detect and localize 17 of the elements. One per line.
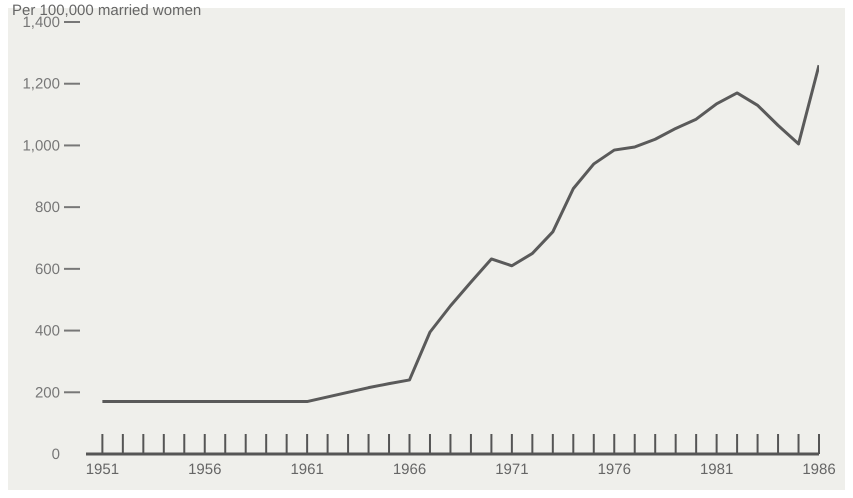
x-tick-label: 1966 [392, 461, 426, 478]
y-tick-label: 0 [52, 446, 60, 463]
x-tick-label: 1981 [700, 461, 734, 478]
x-tick-label: 1956 [188, 461, 222, 478]
y-tick-label: 1,400 [22, 14, 60, 31]
y-tick-label: 800 [34, 199, 60, 216]
line-series [100, 64, 819, 404]
y-tick-label: 200 [34, 384, 60, 402]
y-tick-label: 400 [34, 322, 60, 340]
x-tick-label: 1961 [290, 461, 324, 478]
x-tick-label: 1976 [598, 461, 631, 478]
x-tick-label: 1951 [86, 461, 120, 478]
y-tick-label: 1,000 [22, 137, 60, 154]
x-tick-label: 1971 [495, 461, 529, 478]
y-tick-label: 600 [34, 260, 60, 278]
y-tick-label: 1,200 [22, 76, 60, 93]
x-tick-label: 1986 [802, 461, 836, 478]
